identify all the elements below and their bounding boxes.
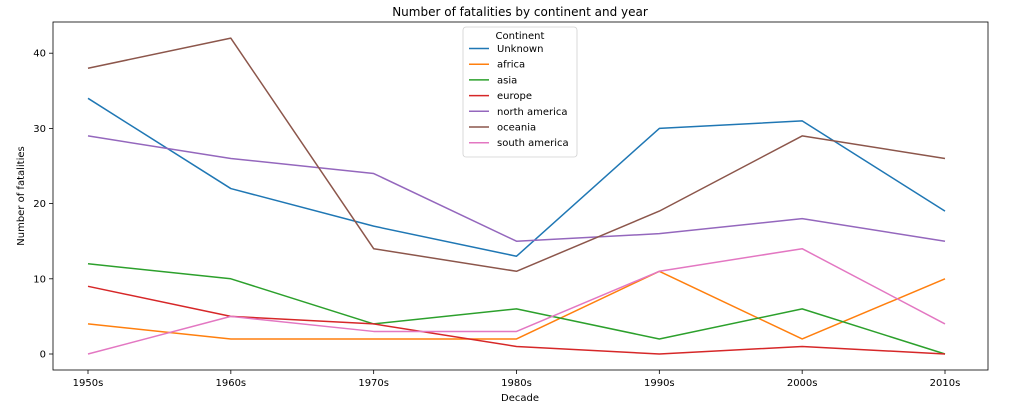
- legend-label: asia: [497, 75, 517, 86]
- series-line-unknown: [87, 97, 946, 257]
- legend-item: oceania: [469, 123, 536, 134]
- legend-item: north america: [469, 107, 568, 118]
- y-axis-label: Number of fatalities: [16, 146, 27, 245]
- y-tick-label: 10: [33, 274, 46, 285]
- legend-item: asia: [469, 75, 517, 86]
- legend-item: africa: [469, 60, 525, 71]
- x-tick-label: 1960s: [215, 378, 246, 389]
- x-tick-label: 2000s: [787, 378, 818, 389]
- series-line-oceania: [87, 37, 946, 273]
- legend-item: south america: [469, 138, 569, 149]
- chart-title: Number of fatalities by continent and ye…: [392, 5, 648, 19]
- series-lines: [87, 37, 946, 355]
- x-axis-label: Decade: [501, 393, 539, 404]
- y-tick-label: 40: [33, 49, 46, 60]
- x-tick-label: 1950s: [73, 378, 104, 389]
- x-tick-label: 1980s: [501, 378, 532, 389]
- legend-label: africa: [497, 60, 525, 71]
- legend: Continent Unknown africa asia europe north a…: [462, 26, 578, 158]
- y-axis: 0 10 20 30 40: [33, 49, 53, 361]
- y-tick-label: 20: [33, 199, 46, 210]
- legend-item: europe: [469, 91, 532, 102]
- y-tick-label: 0: [40, 350, 46, 361]
- legend-title: Continent: [496, 31, 545, 42]
- x-tick-label: 1970s: [358, 378, 389, 389]
- x-tick-label: 2010s: [930, 378, 961, 389]
- y-tick-label: 30: [33, 124, 46, 135]
- legend-item: Unknown: [469, 44, 543, 55]
- legend-label: north america: [497, 107, 568, 118]
- series-line-north-america: [87, 135, 946, 242]
- series-line-africa: [87, 270, 946, 340]
- plot-frame: [52, 21, 989, 371]
- legend-box: [462, 26, 578, 158]
- series-line-south-america: [87, 247, 946, 355]
- legend-label: south america: [497, 138, 569, 149]
- legend-label: Unknown: [497, 44, 543, 55]
- legend-label: europe: [497, 91, 532, 102]
- legend-label: oceania: [497, 123, 536, 134]
- x-axis: 1950s 1960s 1970s 1980s 1990s 2000s 2010s: [73, 370, 961, 389]
- series-line-asia: [87, 263, 946, 355]
- legend-items: Unknown africa asia europe north america ocea…: [469, 44, 569, 149]
- x-tick-label: 1990s: [644, 378, 675, 389]
